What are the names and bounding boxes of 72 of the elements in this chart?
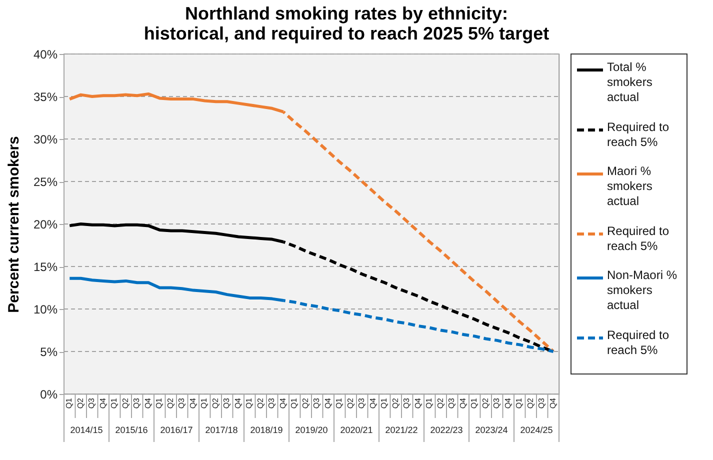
legend-label: Maori % smokers actual [607,164,652,208]
x-tick-label: Q3 [402,397,412,409]
text: 2018/19 [250,425,283,435]
y-axis-title: Percent current smokers [5,136,22,313]
x-tick-label: Q1 [64,397,74,409]
x-tick-label: Q2 [166,397,175,409]
x-tick-label: Q3 [537,397,546,409]
x-tick-label: Q4 [188,397,198,409]
y-tick-label: 20% [33,218,58,232]
text: 2017/18 [205,425,238,435]
x-tick-label: Q4 [233,397,242,409]
x-tick-label: Q2 [256,397,265,409]
text: 2022/23 [430,425,463,435]
legend-label: Required to reach 5% [607,224,670,253]
x-tick-label: Q1 [110,397,119,409]
x-tick-label: Q1 [470,397,479,409]
legend-label: Total % smokers actual [607,60,652,104]
y-tick-label: 15% [33,260,58,274]
x-tick-label: Q3 [447,397,456,409]
text: 2024/25 [520,425,553,435]
x-tick-label: Q2 [390,397,400,409]
x-tick-label: Q1 [334,397,344,409]
x-tick-label: Q1 [514,397,524,409]
x-tick-label: Q3 [357,397,366,409]
y-tick-label: 5% [40,345,58,359]
x-tick-label: Q3 [267,397,276,409]
x-tick-label: Q3 [312,397,322,409]
x-tick-label: Q1 [424,397,434,409]
x-tick-label: Q4 [548,397,558,409]
y-tick-label: 30% [33,132,58,146]
x-tick-label: Q2 [436,397,445,409]
x-tick-label: Q3 [87,397,96,409]
x-tick-label: Q4 [98,397,108,409]
x-tick-label: Q2 [120,397,130,409]
x-tick-label: Q2 [480,397,490,409]
x-tick-label: Q1 [154,397,164,409]
x-tick-label: Q3 [177,397,186,409]
y-tick-label: 10% [33,302,58,316]
x-tick-label: Q3 [132,397,142,409]
y-tick-label: 25% [33,175,58,189]
x-tick-label: Q1 [380,397,389,409]
x-tick-label: Q2 [300,397,310,409]
x-tick-label: Q2 [76,397,85,409]
x-tick-label: Q3 [492,397,502,409]
x-tick-label: Q1 [200,397,209,409]
x-tick-label: Q4 [323,397,332,409]
x-tick-label: Q4 [143,397,152,409]
x-tick-label: Q4 [278,397,288,409]
y-tick-label: 0% [40,388,58,402]
y-tick-label: 40% [33,48,58,62]
legend-label: Required to reach 5% [607,120,670,149]
legend-label: Required to reach 5% [607,328,670,357]
text: 2019/20 [295,425,328,435]
x-tick-label: Q2 [526,397,535,409]
chart-title: Northland smoking rates by ethnicity: historical, and required to reach 2025 5% target [144,4,550,44]
legend-label: Non-Maori % smokers actual [607,268,678,312]
text: 2021/22 [385,425,418,435]
x-tick-label: Q1 [244,397,254,409]
x-tick-label: Q3 [222,397,232,409]
x-tick-label: Q1 [290,397,299,409]
x-tick-label: Q4 [458,397,468,409]
x-tick-label: Q4 [503,397,512,409]
text: 2015/16 [115,425,148,435]
text: 2020/21 [340,425,373,435]
x-tick-label: Q2 [346,397,355,409]
text: 2016/17 [160,425,193,435]
text: 2023/24 [475,425,508,435]
x-tick-label: Q2 [210,397,220,409]
x-tick-label: Q4 [413,397,422,409]
x-tick-label: Q4 [368,397,378,409]
y-tick-label: 35% [33,90,58,104]
text: 2014/15 [70,425,103,435]
